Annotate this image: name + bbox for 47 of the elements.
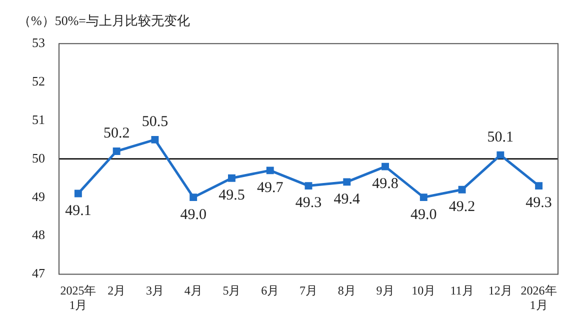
data-label: 49.3	[295, 195, 322, 212]
x-tick-label: 2月	[108, 284, 126, 298]
y-tick-label: 52	[32, 73, 45, 88]
data-label: 49.4	[334, 191, 361, 208]
x-tick-label: 11月	[450, 284, 474, 298]
point	[304, 182, 312, 190]
x-tick-label: 2025年 1月	[60, 284, 96, 312]
y-tick-label: 48	[32, 227, 45, 242]
y-tick-label: 50	[32, 150, 45, 166]
data-label: 49.8	[372, 176, 398, 192]
y-tick-label: 51	[32, 112, 45, 127]
x-tick-label: 8月	[338, 284, 356, 298]
point	[496, 151, 504, 159]
chart-title: （%）50%=与上月比较无变化	[18, 13, 190, 28]
data-label: 49.5	[218, 188, 245, 204]
point	[74, 190, 82, 198]
x-tick-label: 5月	[222, 284, 241, 298]
x-tick-label: 6月	[261, 284, 280, 298]
data-label: 49.2	[448, 199, 476, 216]
x-tick-label: 2026年 1月	[520, 284, 557, 312]
point	[458, 186, 466, 194]
point	[266, 166, 274, 174]
data-label: 49.3	[526, 195, 552, 212]
point	[112, 147, 120, 155]
point	[382, 162, 389, 170]
point	[535, 182, 543, 190]
x-tick-label: 10月	[412, 284, 436, 298]
x-tick-label: 7月	[300, 284, 318, 298]
point	[190, 194, 198, 202]
y-tick-label: 47	[32, 266, 46, 281]
data-label: 50.1	[487, 129, 514, 146]
data-label: 49.1	[65, 202, 92, 219]
x-tick-label: 9月	[376, 284, 394, 298]
data-label: 50.5	[142, 114, 168, 130]
data-label: 50.2	[103, 126, 130, 142]
y-tick-label: 49	[32, 188, 45, 204]
y-tick-label: 53	[32, 35, 45, 50]
x-tick-label: 12月	[488, 284, 512, 298]
point	[420, 194, 428, 202]
point	[151, 136, 159, 144]
x-tick-label: 3月	[146, 284, 164, 298]
data-label: 49.0	[180, 206, 206, 223]
data-label: 49.7	[256, 180, 284, 196]
x-tick-label: 4月	[184, 284, 202, 298]
point	[343, 178, 351, 186]
point	[228, 174, 236, 182]
data-label: 49.0	[410, 206, 437, 223]
